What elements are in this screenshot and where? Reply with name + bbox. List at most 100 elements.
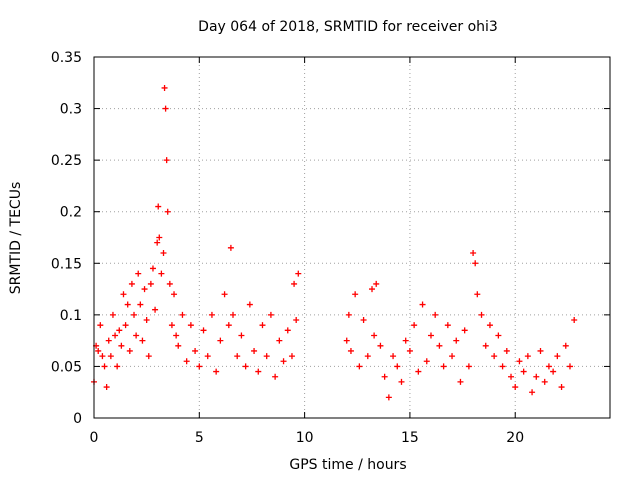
data-point <box>537 347 544 354</box>
data-point <box>133 332 140 339</box>
data-point <box>373 280 380 287</box>
data-point <box>449 353 456 360</box>
data-point <box>154 239 161 246</box>
y-tick-label: 0.2 <box>60 205 82 221</box>
data-point <box>246 301 253 308</box>
data-point <box>369 286 376 293</box>
data-point <box>217 337 224 344</box>
data-point <box>453 337 460 344</box>
data-point <box>356 363 363 370</box>
data-point <box>478 311 485 318</box>
chart-title: Day 064 of 2018, SRMTID for receiver ohi… <box>198 19 498 35</box>
data-point <box>143 317 150 324</box>
data-point <box>101 363 108 370</box>
data-point <box>474 291 481 298</box>
data-point <box>103 384 110 391</box>
y-tick-label: 0.05 <box>51 359 82 375</box>
data-point <box>411 322 418 329</box>
data-point <box>541 378 548 385</box>
data-point <box>345 311 352 318</box>
data-point <box>398 378 405 385</box>
x-axis-label: GPS time / hours <box>289 457 406 473</box>
data-point <box>545 363 552 370</box>
data-point <box>482 342 489 349</box>
y-tick-label: 0 <box>73 411 82 427</box>
data-point <box>284 327 291 334</box>
y-tick-label: 0.15 <box>51 256 82 272</box>
data-point <box>562 342 569 349</box>
data-point <box>147 280 154 287</box>
x-tick-label: 15 <box>401 430 419 446</box>
data-point <box>263 353 270 360</box>
data-point <box>347 347 354 354</box>
data-point <box>436 342 443 349</box>
data-point <box>470 249 477 256</box>
data-point <box>168 322 175 329</box>
data-point <box>512 384 519 391</box>
data-point <box>213 368 220 375</box>
data-point <box>415 368 422 375</box>
data-point <box>99 353 106 360</box>
data-point <box>267 311 274 318</box>
data-point <box>566 363 573 370</box>
data-point <box>486 322 493 329</box>
data-point <box>160 249 167 256</box>
data-point <box>116 327 123 334</box>
data-point <box>173 332 180 339</box>
data-point <box>166 280 173 287</box>
data-point <box>161 84 168 91</box>
data-point <box>183 358 190 365</box>
data-point <box>179 311 186 318</box>
data-point <box>503 347 510 354</box>
data-point <box>156 234 163 241</box>
data-point <box>371 332 378 339</box>
data-point <box>440 363 447 370</box>
data-point <box>255 368 262 375</box>
data-point <box>276 337 283 344</box>
y-tick-label: 0.3 <box>60 102 82 118</box>
data-point <box>402 337 409 344</box>
data-point <box>499 363 506 370</box>
data-point <box>491 353 498 360</box>
data-point <box>152 306 159 313</box>
data-point <box>118 342 125 349</box>
x-tick-label: 5 <box>195 430 204 446</box>
data-point <box>465 363 472 370</box>
data-point <box>343 337 350 344</box>
data-point <box>95 347 102 354</box>
data-point <box>291 280 298 287</box>
data-point <box>149 265 156 272</box>
data-point <box>272 373 279 380</box>
data-point <box>164 208 171 215</box>
plot-frame <box>93 56 611 419</box>
data-point <box>112 332 119 339</box>
data-point <box>444 322 451 329</box>
data-point <box>128 280 135 287</box>
data-point <box>238 332 245 339</box>
data-point <box>145 353 152 360</box>
data-point <box>120 291 127 298</box>
data-point <box>221 291 228 298</box>
data-point <box>381 373 388 380</box>
data-point <box>227 244 234 251</box>
data-point <box>109 311 116 318</box>
data-point <box>529 389 536 396</box>
x-tick-label: 0 <box>90 430 99 446</box>
data-point <box>554 353 561 360</box>
data-point <box>141 286 148 293</box>
data-point <box>162 105 169 112</box>
data-point <box>242 363 249 370</box>
data-point <box>352 291 359 298</box>
data-point <box>390 353 397 360</box>
data-point <box>360 317 367 324</box>
y-tick-label: 0.25 <box>51 153 82 169</box>
data-point <box>126 347 133 354</box>
data-point <box>155 203 162 210</box>
data-point <box>432 311 439 318</box>
data-point <box>208 311 215 318</box>
data-point <box>107 353 114 360</box>
data-points <box>91 84 578 401</box>
data-point <box>364 353 371 360</box>
data-point <box>461 327 468 334</box>
data-point <box>423 358 430 365</box>
